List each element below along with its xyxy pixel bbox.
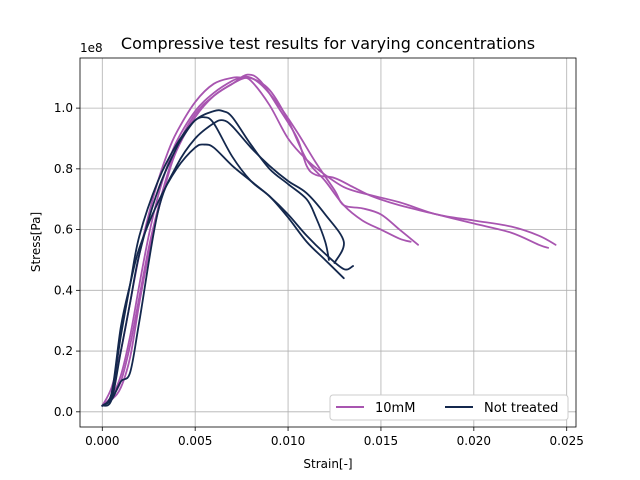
series-lines xyxy=(101,73,557,407)
x-axis-ticks: 0.000 0.005 0.010 0.015 0.020 0.025 xyxy=(85,427,584,448)
y-tick-label: 0.4 xyxy=(54,283,73,297)
y-axis-ticks: 0.0 0.2 0.4 0.6 0.8 1.0 xyxy=(54,101,80,419)
legend-label-not-treated: Not treated xyxy=(484,401,558,416)
legend: 10mM Not treated xyxy=(329,394,569,421)
series-line-not-treated-8 xyxy=(101,119,345,407)
x-tick-label: 0.025 xyxy=(550,434,584,448)
series-line-10mm-1 xyxy=(101,75,412,407)
x-tick-label: 0.010 xyxy=(271,434,305,448)
x-tick-label: 0.020 xyxy=(457,434,491,448)
series-line-not-treated-7 xyxy=(101,109,330,407)
y-tick-label: 1.0 xyxy=(54,101,73,115)
y-tick-label: 0.0 xyxy=(54,405,73,419)
y-offset-label: 1e8 xyxy=(80,41,103,55)
chart-title: Compressive test results for varying con… xyxy=(121,34,535,53)
x-axis-label: Strain[-] xyxy=(303,457,352,471)
y-tick-label: 0.8 xyxy=(54,162,73,176)
plot-area-frame xyxy=(79,57,577,428)
x-tick-label: 0.000 xyxy=(85,434,119,448)
y-axis-label: Stress[Pa] xyxy=(29,212,43,272)
x-tick-label: 0.015 xyxy=(364,434,398,448)
x-tick-label: 0.005 xyxy=(178,434,212,448)
y-tick-label: 0.2 xyxy=(54,344,73,358)
legend-label-10mm: 10mM xyxy=(375,401,415,416)
y-tick-label: 0.6 xyxy=(54,223,73,237)
